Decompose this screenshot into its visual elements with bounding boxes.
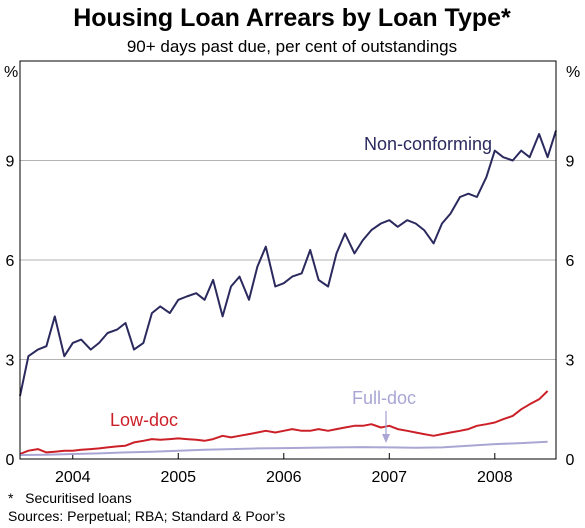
- plot-frame: [19, 60, 557, 460]
- x-tick-2006: 2006: [266, 469, 302, 486]
- full-doc-arrow-icon: [382, 411, 390, 443]
- x-tick-2008: 2008: [477, 469, 513, 486]
- y-tick-left-6: 6: [6, 253, 15, 270]
- y-tick-right-9: 9: [566, 154, 575, 171]
- y-unit-left: %: [4, 64, 18, 81]
- series-line-non-conforming: [19, 130, 557, 397]
- y-tick-right-3: 3: [566, 353, 575, 370]
- y-unit-right: %: [566, 64, 580, 81]
- footnote-sources: Sources: Perpetual; RBA; Standard & Poor…: [8, 508, 286, 524]
- series-line-full-doc: [19, 440, 548, 456]
- y-tick-right-6: 6: [566, 253, 575, 270]
- grid-lines: [20, 160, 556, 360]
- label-low-doc: Low-doc: [110, 410, 178, 430]
- y-tick-left-3: 3: [6, 353, 15, 370]
- x-tick-2007: 2007: [371, 469, 407, 486]
- label-non-conforming: Non-conforming: [364, 134, 492, 154]
- series-line-low-doc: [19, 390, 549, 455]
- chart-title: Housing Loan Arrears by Loan Type*: [73, 4, 511, 32]
- x-tick-2005: 2005: [160, 469, 196, 486]
- chart-subtitle: 90+ days past due, per cent of outstandi…: [127, 37, 457, 56]
- x-tick-2004: 2004: [55, 469, 91, 486]
- y-tick-left-9: 9: [6, 154, 15, 171]
- footnote-securitised: * Securitised loans: [8, 490, 132, 506]
- label-full-doc: Full-doc: [352, 388, 416, 408]
- series-lines: [19, 130, 557, 456]
- y-tick-right-0: 0: [566, 452, 575, 469]
- axis-ticks: 0 0 3 3 6 6 9 9 2004 2005 2006 2007 2008: [6, 154, 575, 487]
- y-tick-left-0: 0: [6, 452, 15, 469]
